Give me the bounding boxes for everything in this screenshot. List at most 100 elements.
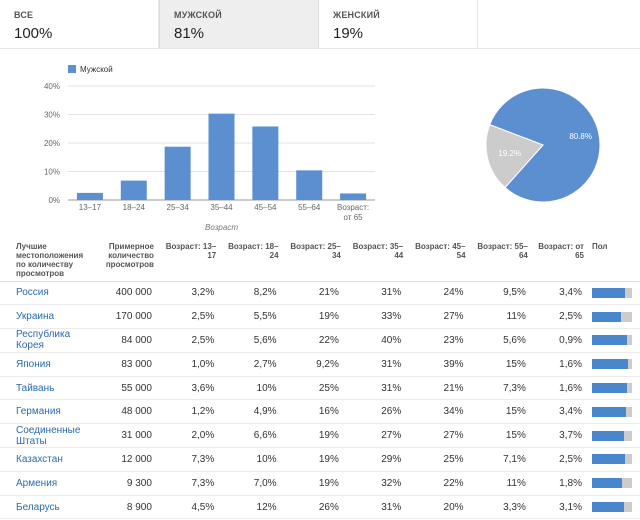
age-share-cell: 1,6% — [531, 352, 588, 377]
views-cell: 83 000 — [91, 352, 158, 377]
pie-slice-male[interactable] — [489, 87, 601, 203]
header-views[interactable]: Примерное количество просмотров — [91, 236, 158, 282]
age-share-cell: 4,9% — [220, 399, 283, 425]
pie-label-male: 80.8% — [569, 132, 592, 141]
tab-female[interactable]: ЖЕНСКИЙ 19% — [319, 0, 478, 48]
age-share-cell: 5,6% — [220, 328, 283, 353]
chart-area: Мужской 0% 10% 20% 30% 40% 13–17 18–24 25–34 35–4… — [0, 50, 640, 235]
age-share-cell: 2,5% — [531, 447, 588, 472]
age-share-cell: 3,2% — [157, 281, 221, 306]
header-age-55-64[interactable]: Возраст: 55–64 — [469, 236, 532, 282]
x-tick-label: 13–17 — [79, 203, 102, 212]
age-share-cell: 0,9% — [531, 328, 588, 353]
age-share-cell: 3,4% — [531, 281, 588, 306]
legend-swatch — [68, 65, 76, 73]
pie-slice-female[interactable] — [485, 124, 544, 189]
age-share-cell: 15% — [469, 423, 532, 449]
tab-male-value: 81% — [174, 25, 205, 42]
country-link[interactable]: Республика Корея — [0, 328, 92, 353]
bar[interactable] — [208, 113, 235, 200]
x-tick-label: 25–34 — [167, 203, 190, 212]
country-link[interactable]: Армения — [0, 471, 92, 496]
bar[interactable] — [76, 192, 103, 200]
age-share-cell: 34% — [407, 399, 470, 425]
header-age-18-24[interactable]: Возраст: 18–24 — [220, 236, 283, 282]
age-share-cell: 27% — [407, 423, 470, 449]
header-age-45-54[interactable]: Возраст: 45–54 — [407, 236, 470, 282]
age-share-cell: 22% — [282, 328, 345, 353]
age-share-cell: 1,6% — [531, 376, 588, 401]
country-link[interactable]: Япония — [0, 352, 92, 377]
bar[interactable] — [120, 180, 147, 200]
x-axis-title: Возраст — [205, 223, 238, 232]
age-share-cell: 7,3% — [157, 447, 221, 472]
male-share-fill — [591, 359, 628, 370]
views-cell: 170 000 — [91, 304, 158, 330]
gender-tabs: ВСЕ 100% МУЖСКОЙ 81% ЖЕНСКИЙ 19% — [0, 0, 640, 49]
views-cell: 8 900 — [91, 495, 158, 520]
header-age-35-44[interactable]: Возраст: 35–44 — [344, 236, 408, 282]
male-share-fill — [591, 383, 628, 394]
age-share-cell: 1,2% — [157, 399, 221, 425]
header-location[interactable]: Лучшие местоположения по количеству прос… — [0, 236, 92, 282]
age-share-cell: 1,8% — [531, 471, 588, 496]
country-link[interactable]: Соединенные Штаты — [0, 423, 92, 449]
x-tick-label: Возраст: — [337, 203, 369, 212]
age-share-cell: 3,4% — [531, 399, 588, 425]
age-share-cell: 2,5% — [531, 304, 588, 330]
table-row: Беларусь 8 900 4,5% 12% 26% 31% 20% 3,3% 3,1% — [0, 495, 640, 520]
x-tick-label: от 65 — [344, 213, 364, 222]
x-tick-label: 55–64 — [298, 203, 321, 212]
tab-all[interactable]: ВСЕ 100% — [0, 0, 159, 48]
age-share-cell: 19% — [282, 471, 345, 496]
age-share-cell: 8,2% — [220, 281, 283, 306]
male-share-fill — [591, 430, 624, 441]
header-gender[interactable]: Пол — [587, 236, 640, 282]
tab-male[interactable]: МУЖСКОЙ 81% — [159, 0, 319, 48]
male-share-fill — [591, 335, 628, 346]
age-share-cell: 7,0% — [220, 471, 283, 496]
header-age-25-34[interactable]: Возраст: 25–34 — [282, 236, 345, 282]
age-share-cell: 21% — [282, 281, 345, 306]
age-share-cell: 33% — [344, 304, 408, 330]
country-link[interactable]: Россия — [0, 281, 92, 306]
age-share-cell: 40% — [344, 328, 408, 353]
bar[interactable] — [340, 193, 367, 200]
age-share-cell: 26% — [344, 399, 408, 425]
country-link[interactable]: Украина — [0, 304, 92, 330]
gender-cell — [587, 304, 640, 330]
country-link[interactable]: Казахстан — [0, 447, 92, 472]
country-link[interactable]: Германия — [0, 399, 92, 425]
table-row: Россия 400 000 3,2% 8,2% 21% 31% 24% 9,5% 3,4% — [0, 281, 640, 306]
age-share-cell: 25% — [282, 376, 345, 401]
age-share-cell: 15% — [469, 352, 532, 377]
tab-female-value: 19% — [333, 25, 364, 42]
bar[interactable] — [296, 170, 323, 200]
age-share-cell: 5,5% — [220, 304, 283, 330]
gender-share-bar — [591, 502, 632, 513]
age-share-cell: 6,6% — [220, 423, 283, 449]
age-share-cell: 11% — [469, 471, 532, 496]
gender-share-bar — [591, 287, 632, 298]
age-share-cell: 1,0% — [157, 352, 221, 377]
views-cell: 9 300 — [91, 471, 158, 496]
age-share-cell: 39% — [407, 352, 470, 377]
age-share-cell: 31% — [344, 352, 408, 377]
age-share-cell: 12% — [220, 495, 283, 520]
age-share-cell: 23% — [407, 328, 470, 353]
age-share-cell: 7,3% — [469, 376, 532, 401]
gender-share-bar — [591, 359, 632, 370]
y-tick-label: 20% — [44, 139, 60, 148]
header-age-65-plus[interactable]: Возраст: от 65 — [531, 236, 588, 282]
country-link[interactable]: Беларусь — [0, 495, 92, 520]
country-link[interactable]: Тайвань — [0, 376, 92, 401]
age-share-cell: 4,5% — [157, 495, 221, 520]
tab-spacer — [478, 0, 640, 48]
bar[interactable] — [252, 126, 279, 200]
age-share-cell: 2,7% — [220, 352, 283, 377]
y-tick-label: 0% — [48, 196, 60, 205]
bar[interactable] — [164, 146, 191, 200]
header-age-13-17[interactable]: Возраст: 13–17 — [157, 236, 221, 282]
gender-share-bar — [591, 406, 632, 417]
gender-share-bar — [591, 430, 632, 441]
